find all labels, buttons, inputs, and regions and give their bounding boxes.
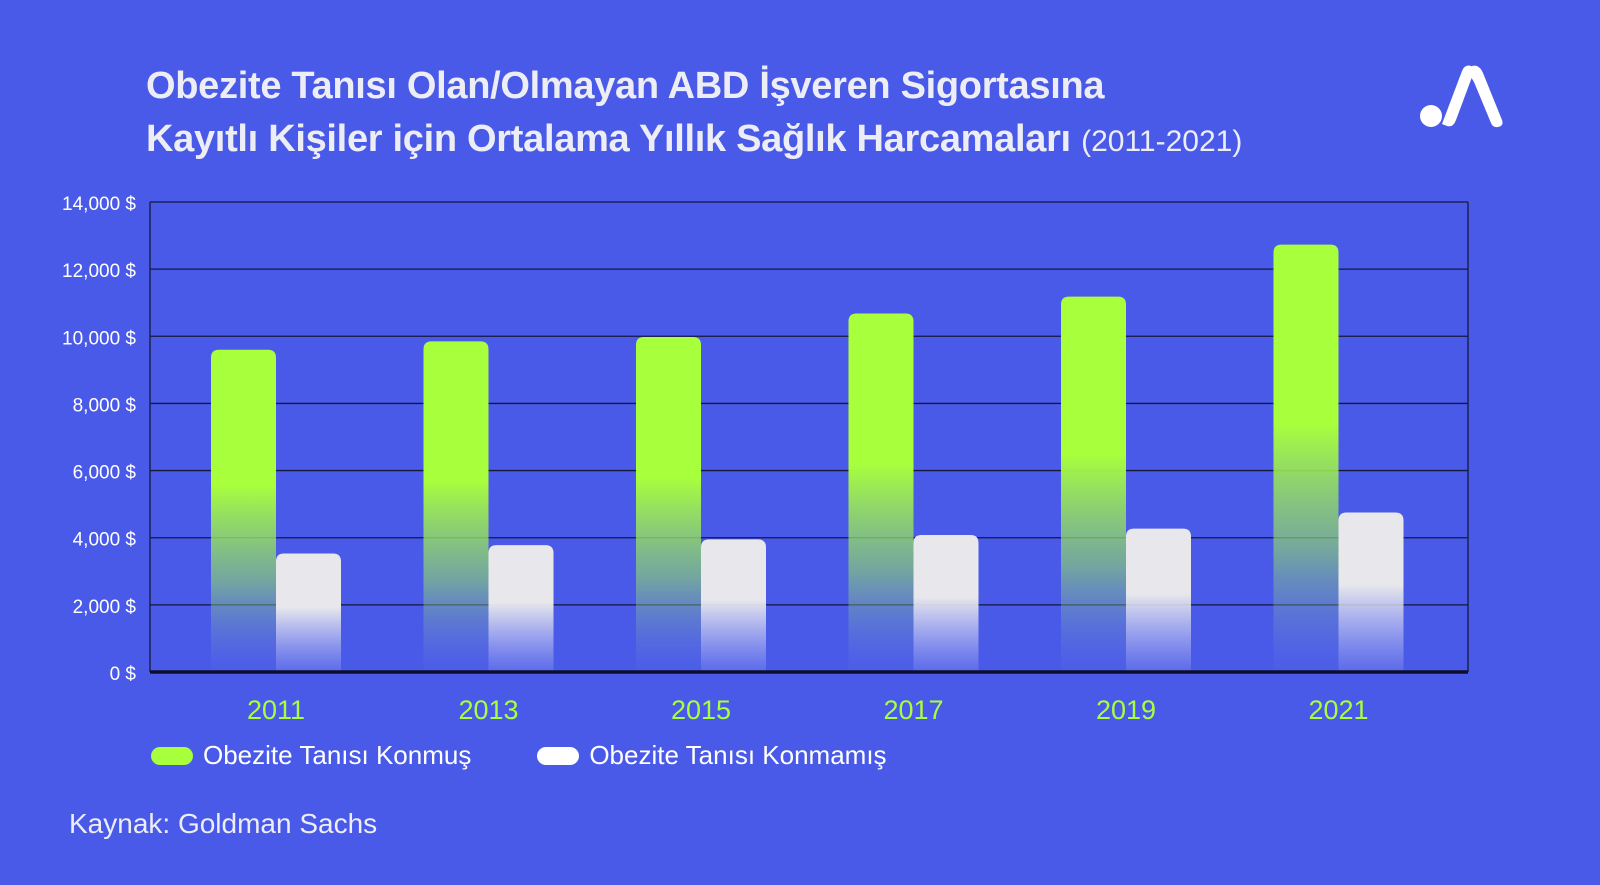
bar-obese (848, 313, 914, 672)
bar-obese (1273, 244, 1339, 672)
bar-non-obese (701, 539, 766, 672)
x-tick-label: 2015 (671, 695, 731, 725)
x-tick-label: 2017 (883, 695, 943, 725)
y-tick-label: 8,000 $ (73, 395, 137, 416)
legend-swatch-non-obese (537, 746, 580, 765)
y-tick-label: 6,000 $ (73, 463, 137, 484)
legend-swatch-obese (151, 746, 193, 765)
bar-obese (636, 336, 701, 672)
bar-non-obese (488, 545, 554, 672)
brand-logo-icon (1420, 65, 1503, 128)
y-tick-label: 10,000 $ (62, 328, 136, 349)
bar-obese (423, 341, 489, 672)
y-tick-label: 0 $ (110, 664, 137, 685)
x-tick-label: 2019 (1096, 695, 1156, 725)
x-tick-label: 2021 (1308, 695, 1368, 725)
chart-title-line-2: Kayıtlı Kişiler için Ortalama Yıllık Sağ… (146, 113, 1242, 168)
legend-label-non-obese: Obezite Tanısı Konmamış (589, 740, 887, 770)
bar-obese (211, 349, 276, 672)
legend-label-obese: Obezite Tanısı Konmuş (203, 740, 472, 770)
y-tick-label: 14,000 $ (62, 194, 136, 215)
bar-non-obese (1338, 512, 1404, 672)
x-tick-label: 2011 (247, 695, 305, 725)
y-tick-label: 4,000 $ (73, 530, 137, 551)
bar-obese (1061, 296, 1126, 672)
chart-title: Obezite Tanısı Olan/Olmayan ABD İşveren … (146, 60, 1242, 168)
chart-legend: Obezite Tanısı Konmuş Obezite Tanısı Kon… (151, 740, 953, 771)
chart-subtitle: (2011-2021) (1081, 125, 1243, 158)
legend-item-obese: Obezite Tanısı Konmuş (151, 740, 471, 771)
chart-title-line-1: Obezite Tanısı Olan/Olmayan ABD İşveren … (146, 65, 1105, 107)
chart-title-line-2-text: Kayıtlı Kişiler için Ortalama Yıllık Sağ… (146, 118, 1071, 160)
legend-item-non-obese: Obezite Tanısı Konmamış (537, 740, 887, 771)
bar-non-obese (276, 553, 341, 672)
y-tick-label: 12,000 $ (62, 261, 136, 282)
y-tick-label: 2,000 $ (73, 597, 137, 618)
bar-non-obese (1126, 528, 1191, 672)
source-note: Kaynak: Goldman Sachs (69, 808, 378, 839)
x-tick-label: 2013 (458, 695, 518, 725)
bar-non-obese (913, 535, 979, 672)
